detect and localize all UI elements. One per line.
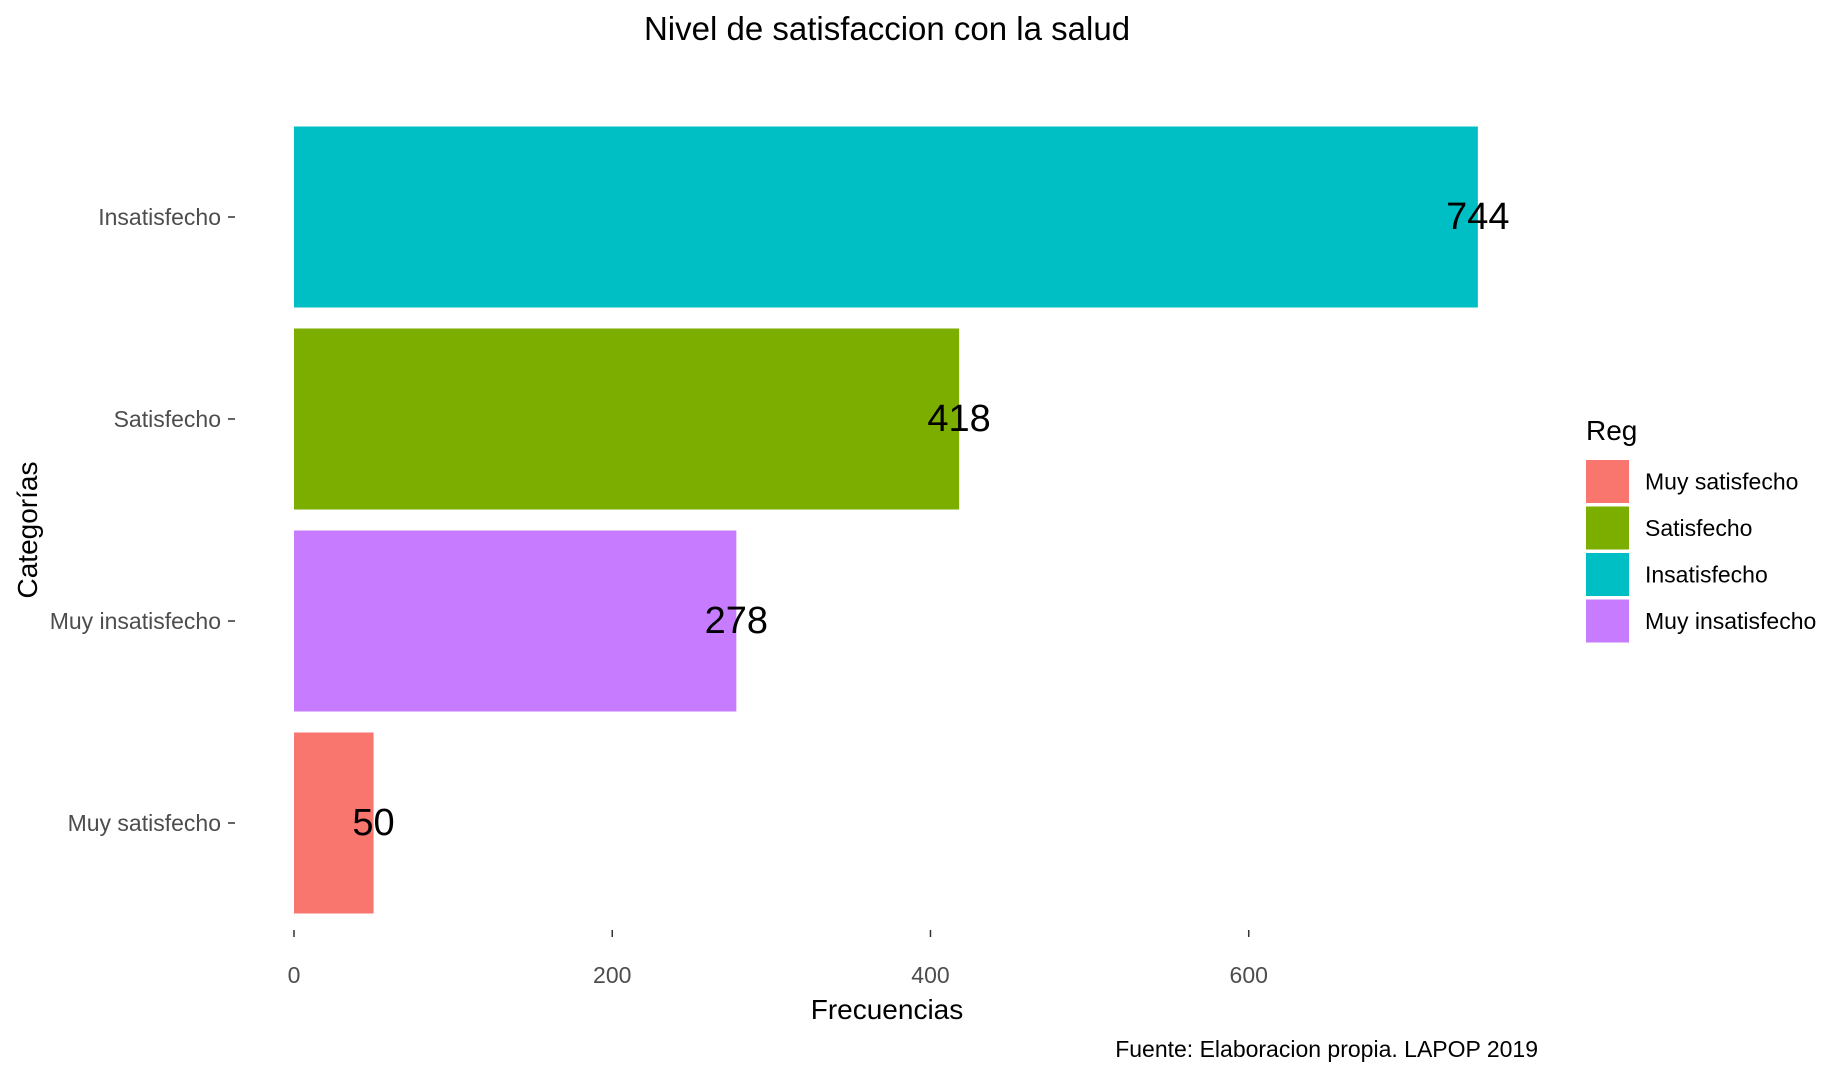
legend-swatch-insatisfecho bbox=[1586, 553, 1629, 596]
legend-swatch-muy-insatisfecho bbox=[1586, 599, 1629, 643]
legend: Reg Muy satisfecho Satisfecho Insatisfecho… bbox=[1586, 415, 1816, 643]
data-label-muy-insatisfecho: 278 bbox=[705, 600, 768, 642]
data-label-muy-satisfecho: 50 bbox=[352, 802, 394, 844]
y-axis: Muy satisfecho Muy insatisfecho Satisfecho… bbox=[50, 204, 235, 836]
source-caption: Fuente: Elaboracion propia. LAPOP 2019 bbox=[1115, 1036, 1538, 1062]
x-axis-title: Frecuencias bbox=[811, 994, 964, 1025]
x-tick-label-0: 0 bbox=[288, 962, 301, 988]
x-axis: 0 200 400 600 bbox=[288, 930, 1268, 988]
bar-muy-insatisfecho bbox=[294, 530, 737, 712]
legend-swatch-muy-satisfecho bbox=[1586, 460, 1629, 503]
bar-muy-satisfecho bbox=[294, 732, 374, 914]
legend-label-muy-insatisfecho: Muy insatisfecho bbox=[1645, 608, 1816, 634]
legend-swatch-satisfecho bbox=[1586, 506, 1629, 550]
y-tick-label-satisfecho: Satisfecho bbox=[114, 406, 221, 432]
y-axis-title: Categorías bbox=[12, 462, 43, 599]
legend-label-insatisfecho: Insatisfecho bbox=[1645, 562, 1768, 588]
chart-title: Nivel de satisfaccion con la salud bbox=[644, 10, 1130, 47]
bars-group: 50 278 418 744 bbox=[294, 126, 1510, 914]
legend-label-satisfecho: Satisfecho bbox=[1645, 515, 1752, 541]
x-tick-label-200: 200 bbox=[593, 962, 631, 988]
data-label-insatisfecho: 744 bbox=[1446, 196, 1509, 238]
y-tick-label-muy-insatisfecho: Muy insatisfecho bbox=[50, 608, 221, 634]
legend-title: Reg bbox=[1586, 415, 1637, 446]
bar-insatisfecho bbox=[294, 126, 1478, 308]
y-tick-label-muy-satisfecho: Muy satisfecho bbox=[68, 810, 221, 836]
x-tick-label-600: 600 bbox=[1230, 962, 1268, 988]
y-tick-label-insatisfecho: Insatisfecho bbox=[98, 204, 221, 230]
data-label-satisfecho: 418 bbox=[927, 398, 990, 440]
bar-satisfecho bbox=[294, 328, 960, 510]
x-tick-label-400: 400 bbox=[911, 962, 949, 988]
legend-label-muy-satisfecho: Muy satisfecho bbox=[1645, 469, 1798, 495]
